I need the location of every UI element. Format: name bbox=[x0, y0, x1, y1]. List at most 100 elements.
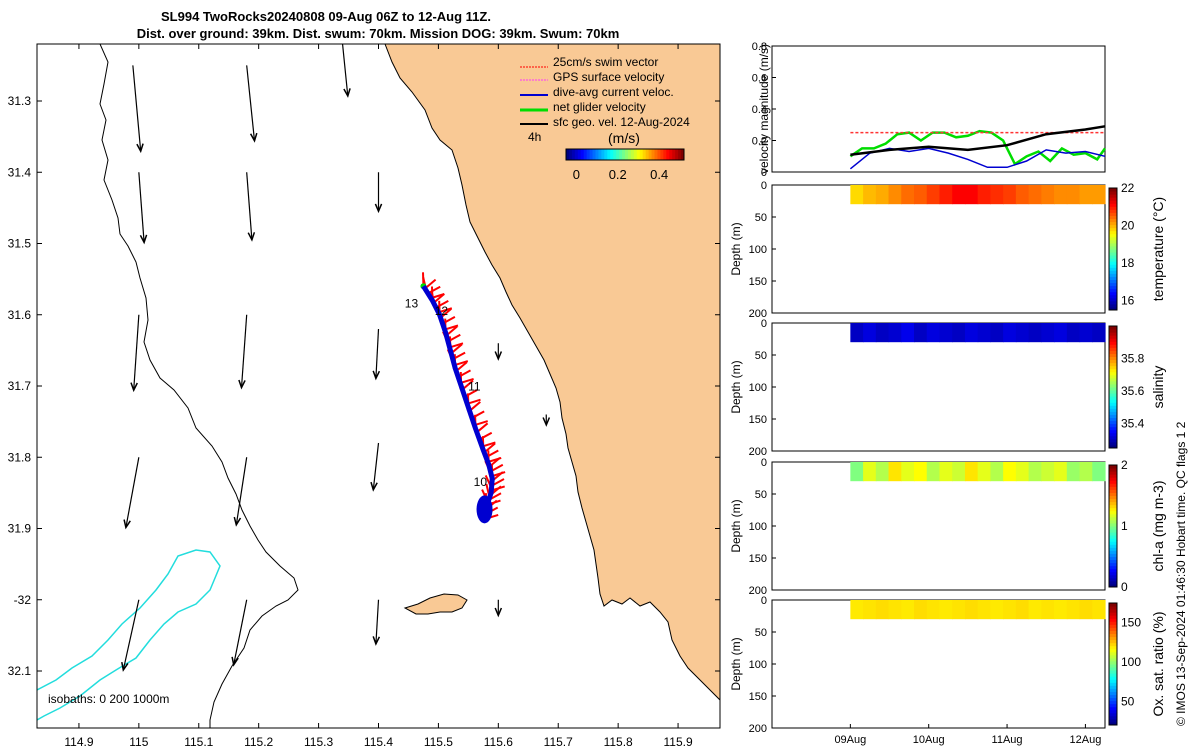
panel-colorbar-segment bbox=[1109, 480, 1117, 484]
depth-tick-label: 0 bbox=[761, 457, 767, 469]
panel-colorbar-segment bbox=[1109, 682, 1117, 686]
panel-colorbar-segment bbox=[1109, 245, 1117, 250]
heatmap-cell bbox=[901, 600, 915, 620]
day-label: 13 bbox=[405, 297, 419, 311]
map-xtick-label: 115.9 bbox=[663, 735, 692, 749]
heatmap-cell bbox=[914, 323, 928, 343]
geo-vector bbox=[235, 457, 248, 525]
panel-colorbar-segment bbox=[1109, 694, 1117, 699]
panel-frame bbox=[771, 322, 1106, 452]
day-label: 10 bbox=[474, 475, 488, 489]
geo-vector-head bbox=[542, 417, 551, 427]
heatmap-cell bbox=[1092, 462, 1106, 482]
map-ytick-label: 31.5 bbox=[8, 237, 32, 251]
heatmap-cell bbox=[1003, 600, 1017, 620]
temperature-panel: 0 50 100 150 200 Depth (m) 16 18 20 22 temperature… bbox=[729, 180, 1166, 320]
heatmap-cell bbox=[1092, 600, 1106, 620]
colorbar-segment bbox=[648, 149, 653, 160]
panel-colorbar-segment bbox=[1109, 396, 1117, 400]
panel-colorbar-segment bbox=[1109, 507, 1117, 512]
colorbar-segment bbox=[630, 149, 635, 160]
heatmap-cell bbox=[1003, 462, 1017, 482]
panel-colorbar-tick-label: 18 bbox=[1121, 256, 1135, 270]
panel-colorbar-segment bbox=[1109, 700, 1117, 705]
panel-colorbar-tick-label: 2 bbox=[1121, 458, 1128, 472]
geo-vector-head bbox=[130, 382, 138, 393]
heatmap-cell bbox=[990, 323, 1004, 343]
panel-colorbar-segment bbox=[1109, 390, 1117, 394]
land-mass bbox=[384, 44, 720, 701]
velocity-ytick-label: 0.2 bbox=[752, 136, 767, 148]
panel-colorbar-tick-label: 20 bbox=[1121, 219, 1135, 233]
panel-colorbar-segment bbox=[1109, 429, 1117, 434]
geo-vector-head bbox=[139, 234, 148, 245]
panel-colorbar-segment bbox=[1109, 577, 1117, 582]
panel-colorbar-tick-label: 35.6 bbox=[1121, 384, 1145, 398]
panel-colorbar-segment bbox=[1109, 329, 1117, 333]
heatmap-cell bbox=[1092, 185, 1106, 205]
heatmap-cell bbox=[964, 600, 979, 620]
colorbar-segment bbox=[666, 149, 670, 160]
colorbar-tick-label: 0.2 bbox=[609, 167, 627, 182]
panel-colorbar-segment bbox=[1109, 580, 1117, 585]
panel-colorbar-segment bbox=[1109, 444, 1117, 449]
panel-colorbar-segment bbox=[1109, 408, 1117, 412]
panel-colorbar-segment bbox=[1109, 526, 1117, 530]
velocity-frame bbox=[771, 45, 1106, 173]
velocity-ytick-label: 0.6 bbox=[752, 73, 767, 85]
panel-colorbar-segment bbox=[1109, 438, 1117, 443]
heatmap-cell bbox=[1066, 323, 1081, 343]
legend-label-track: dive-avg current veloc. bbox=[553, 85, 674, 99]
panel-colorbar-segment bbox=[1109, 402, 1117, 406]
heatmap-cell bbox=[1028, 185, 1042, 205]
map-ytick-label: 31.6 bbox=[8, 308, 32, 322]
velocity-ytick-label: 0 bbox=[761, 167, 767, 179]
panel-colorbar-segment bbox=[1109, 535, 1117, 539]
heatmap-cell bbox=[1015, 323, 1030, 343]
panel-colorbar-segment bbox=[1109, 341, 1117, 345]
depth-tick-label: 150 bbox=[749, 553, 767, 565]
panel-colorbar-segment bbox=[1109, 306, 1117, 311]
panel-colorbar-segment bbox=[1109, 529, 1117, 533]
panel-colorbar-label: salinity bbox=[1150, 366, 1166, 409]
panel-colorbar-segment bbox=[1109, 465, 1117, 469]
colorbar-segment bbox=[610, 149, 614, 160]
velocity-ytick-label: 0.4 bbox=[752, 104, 767, 116]
panel-colorbar-segment bbox=[1109, 697, 1117, 702]
heatmap-cell bbox=[1079, 323, 1093, 343]
heatmap-cell bbox=[1015, 462, 1030, 482]
panel-colorbar-segment bbox=[1109, 387, 1117, 391]
glider-track bbox=[421, 284, 495, 522]
heatmap-cell bbox=[1041, 185, 1055, 205]
colorbar-segment bbox=[627, 149, 632, 160]
panel-colorbar-segment bbox=[1109, 368, 1117, 373]
panel-colorbar-segment bbox=[1109, 654, 1117, 659]
panel-colorbar-segment bbox=[1109, 371, 1117, 376]
panel-colorbar-segment bbox=[1109, 547, 1117, 551]
panel-colorbar-segment bbox=[1109, 239, 1117, 244]
panel-colorbar-segment bbox=[1109, 200, 1117, 204]
colorbar-segment bbox=[642, 149, 647, 160]
panel-colorbar-segment bbox=[1109, 344, 1117, 348]
geo-vector-head bbox=[231, 656, 239, 667]
panel-colorbar-segment bbox=[1109, 294, 1117, 299]
heatmap-cell bbox=[990, 462, 1004, 482]
panel-colorbar-label: Ox. sat. ratio (%) bbox=[1150, 611, 1166, 716]
depth-ylabel: Depth (m) bbox=[729, 499, 743, 552]
west-coastline bbox=[99, 44, 299, 728]
colorbar-segment bbox=[601, 149, 605, 160]
panel-colorbar-segment bbox=[1109, 374, 1117, 379]
heatmap-cell bbox=[1054, 462, 1068, 482]
panel-colorbar-tick-label: 35.8 bbox=[1121, 352, 1145, 366]
heatmap-cell bbox=[850, 185, 864, 205]
panel-colorbar-segment bbox=[1109, 417, 1117, 422]
heatmap-cell bbox=[1041, 323, 1055, 343]
panel-colorbar-tick-label: 100 bbox=[1121, 655, 1141, 669]
panel-colorbar-segment bbox=[1109, 712, 1117, 717]
heatmap-cell bbox=[875, 462, 890, 482]
colorbar-segment bbox=[571, 149, 576, 160]
panel-colorbar-segment bbox=[1109, 651, 1117, 656]
heatmap-cell bbox=[977, 185, 992, 205]
map-axes: 114.9 115 115.1 115.2 115.3 115.4 115.5 115.6 11… bbox=[8, 44, 720, 749]
geo-vector-head bbox=[233, 516, 242, 527]
